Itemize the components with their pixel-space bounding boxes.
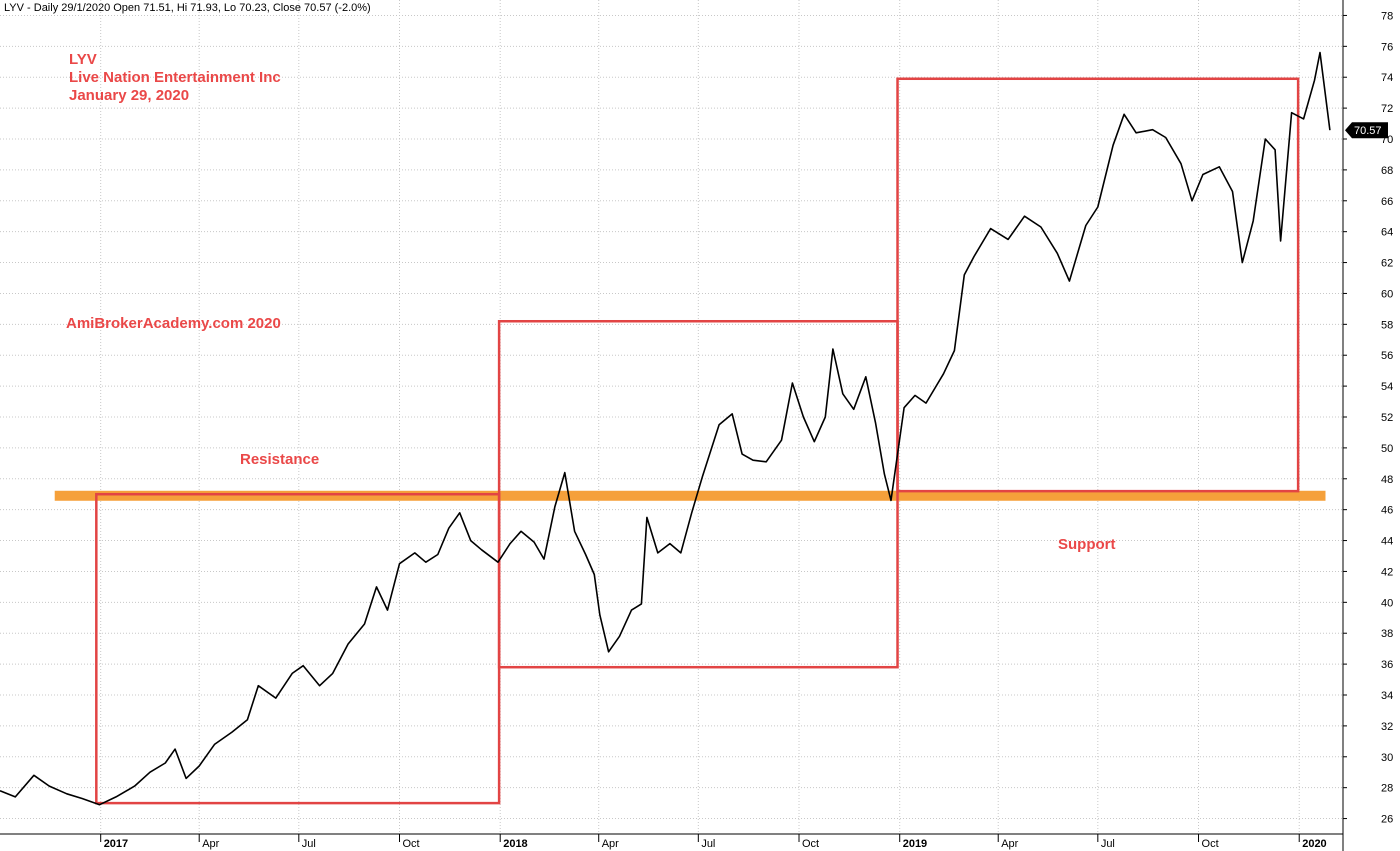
chart-header: LYV - Daily 29/1/2020 Open 71.51, Hi 71.… [4, 2, 371, 14]
support-label: Support [1058, 536, 1116, 553]
x-tick-label: Apr [1001, 838, 1018, 850]
title-company: Live Nation Entertainment Inc [69, 69, 281, 86]
y-tick-label: 58 [1381, 319, 1393, 331]
y-tick-label: 26 [1381, 814, 1393, 826]
price-series-line [0, 51, 1331, 806]
y-tick-label: 32 [1381, 721, 1393, 733]
x-tick-label: Oct [1202, 838, 1219, 850]
price-range-box [896, 77, 1300, 493]
x-tick-label: Jul [1101, 838, 1115, 850]
x-tick-label: Jul [701, 838, 715, 850]
series-group [0, 51, 1331, 806]
y-ticks: 26 28 30 32 34 36 38 40 42 44 46 48 50 52 54 56 58 60 62 64… [1343, 10, 1393, 826]
y-tick-label: 66 [1381, 196, 1393, 208]
x-tick-label: 2017 [104, 838, 128, 850]
y-tick-label: 40 [1381, 597, 1393, 609]
y-tick-label: 50 [1381, 443, 1393, 455]
x-tick-label: Jul [302, 838, 316, 850]
y-tick-label: 36 [1381, 659, 1393, 671]
x-tick-label: 2020 [1302, 838, 1326, 850]
y-tick-label: 76 [1381, 41, 1393, 53]
x-tick-label: 2018 [503, 838, 527, 850]
title-block: LYV Live Nation Entertainment Inc Januar… [69, 51, 281, 104]
y-tick-label: 54 [1381, 381, 1393, 393]
y-tick-label: 62 [1381, 258, 1393, 270]
x-tick-label: Oct [403, 838, 420, 850]
y-tick-label: 74 [1381, 72, 1393, 84]
y-tick-label: 56 [1381, 350, 1393, 362]
y-tick-label: 44 [1381, 536, 1393, 548]
y-tick-label: 72 [1381, 103, 1393, 115]
x-tick-label: Apr [602, 838, 619, 850]
grid [0, 0, 1343, 834]
y-tick-label: 28 [1381, 783, 1393, 795]
y-tick-label: 46 [1381, 505, 1393, 517]
last-value-marker: 70.57 [1345, 122, 1388, 139]
y-tick-label: 48 [1381, 474, 1393, 486]
title-date: January 29, 2020 [69, 87, 189, 104]
resistance-label: Resistance [240, 451, 319, 468]
y-tick-label: 34 [1381, 690, 1393, 702]
x-ticks: 2017 Apr Jul Oct 2018 Apr Jul Oct 2019 Apr Jul Oct 2… [100, 834, 1327, 850]
y-tick-label: 38 [1381, 628, 1393, 640]
y-tick-label: 78 [1381, 10, 1393, 22]
x-tick-label: 2019 [903, 838, 927, 850]
title-symbol: LYV [69, 51, 97, 68]
last-value-label: 70.57 [1354, 125, 1382, 137]
axes [0, 0, 1344, 851]
y-tick-label: 52 [1381, 412, 1393, 424]
x-tick-label: Apr [202, 838, 219, 850]
y-tick-label: 30 [1381, 752, 1393, 764]
support-resistance-line [54, 490, 1326, 501]
x-tick-label: Oct [802, 838, 819, 850]
y-tick-label: 64 [1381, 227, 1393, 239]
price-range-box [497, 319, 899, 669]
box-group [95, 77, 1300, 805]
y-tick-label: 42 [1381, 566, 1393, 578]
watermark-label: AmiBrokerAcademy.com 2020 [66, 315, 281, 332]
level-line-group [54, 490, 1326, 501]
y-tick-label: 60 [1381, 288, 1393, 300]
last-value-badge [1345, 122, 1388, 139]
y-tick-label: 68 [1381, 165, 1393, 177]
